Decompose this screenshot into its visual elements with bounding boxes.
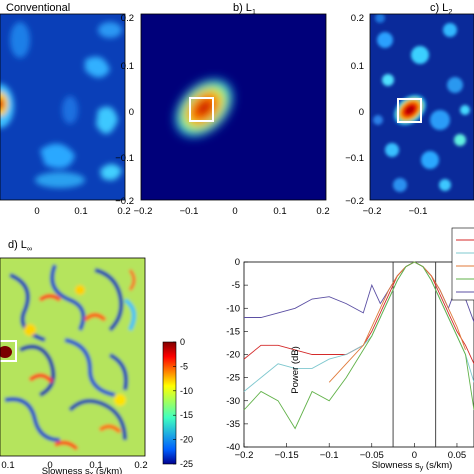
y-axis-label: Power (dB): [290, 346, 301, 394]
legend: [451, 227, 474, 301]
tick-label: 0.1: [273, 206, 286, 217]
panel-c-xticks: −0.2 −0.1: [363, 206, 428, 217]
y-tick-label: -40: [226, 442, 240, 453]
panel-d-xticks: 0.1 0 0.1 0.2: [1, 460, 147, 471]
tick-label: −0.1: [180, 206, 199, 217]
panel-b: b) L1 0.2 0.1 0 −0.1 −0.2 −0.2 −0.1 0 0.1…: [115, 2, 329, 217]
panel-d-xlabel: Slowness sx (s/km): [42, 466, 123, 474]
panel-b-xticks: −0.2 −0.1 0 0.1 0.2: [134, 206, 330, 217]
y-tick-label: -35: [226, 419, 240, 430]
panel-d-title: d) L∞: [8, 239, 32, 253]
colorbar-tick-label: -10: [180, 386, 193, 396]
tick-label: 0: [129, 107, 134, 118]
y-tick-label: 0: [235, 257, 240, 268]
colorbar-tick-label: -5: [180, 361, 188, 371]
tick-label: −0.1: [345, 153, 364, 164]
panel-a-title: Conventional: [6, 2, 70, 14]
panel-b-map: [141, 14, 326, 200]
target-marker: [189, 97, 214, 122]
x-tick-label: −0.05: [360, 450, 384, 461]
x-axis-label: Slowness sy (s/km): [372, 460, 453, 472]
tick-label: 0.2: [117, 206, 130, 217]
panel-a-map: [0, 14, 125, 200]
tick-label: −0.2: [134, 206, 153, 217]
y-tick-label: -5: [232, 280, 240, 291]
colorbar-tick-label: -25: [180, 459, 193, 469]
tick-label: −0.2: [345, 196, 364, 207]
panel-a: Conventional 0 0.1 0.2: [0, 2, 131, 217]
tick-label: −0.2: [115, 196, 134, 207]
tick-label: 0.1: [74, 206, 87, 217]
tick-label: 0.1: [351, 61, 364, 72]
tick-label: −0.1: [115, 153, 134, 164]
tick-label: 0.1: [1, 460, 14, 471]
tick-label: −0.2: [363, 206, 382, 217]
y-tick-label: -15: [226, 326, 240, 337]
y-tick-label: -20: [226, 350, 240, 361]
colorbar-tick-label: 0: [180, 337, 185, 347]
panel-d: d)L∞ 0.1 0 0.1 0.2 Slowness sx (s/km): [0, 239, 148, 474]
tick-label: 0: [34, 206, 39, 217]
tick-label: 0: [232, 206, 237, 217]
panel-d-map: [0, 258, 145, 456]
y-tick-label: -25: [226, 373, 240, 384]
target-marker: [0, 340, 17, 362]
colorbar: 0 -5 -10 -15 -20 -25: [162, 337, 193, 469]
x-tick-label: 0.05: [448, 450, 467, 461]
panel-b-yticks: 0.2 0.1 0 −0.1 −0.2: [115, 13, 134, 207]
colorbar-ticks: 0 -5 -10 -15 -20 -25: [173, 337, 193, 469]
tick-label: 0: [47, 460, 52, 471]
tick-label: 0.2: [121, 13, 134, 24]
panel-c-yticks: 0.2 0.1 0 −0.1 −0.2: [345, 13, 364, 207]
series-line: [243, 261, 474, 364]
x-tick-label: −0.2: [235, 450, 254, 461]
series-line: [243, 261, 474, 430]
y-tick-label: -10: [226, 303, 240, 314]
y-tick-label: -30: [226, 396, 240, 407]
power-chart: 0 -5 -10 -15 -20 -25 -30 -35 -40−0.2 −0.15 −0.1 −0.…: [226, 257, 474, 461]
colorbar-tick-label: -15: [180, 410, 193, 420]
tick-label: −0.1: [409, 206, 428, 217]
x-tick-label: −0.1: [320, 450, 339, 461]
tick-label: 0: [359, 107, 364, 118]
panel-c: c) L2 0.2 0.1 0 −0.1 −0.2 −0.2 −0.1: [345, 2, 474, 217]
tick-label: 0.2: [316, 206, 329, 217]
legend-entries: [456, 239, 474, 293]
tick-label: 0.1: [121, 61, 134, 72]
target-marker: [397, 98, 422, 123]
colorbar-tick-label: -20: [180, 435, 193, 445]
tick-label: 0.1: [89, 460, 102, 471]
panel-b-title: b) L1: [233, 2, 256, 16]
panel-c-title: c) L2: [430, 2, 452, 16]
tick-label: 0.2: [134, 460, 147, 471]
x-tick-label: −0.15: [275, 450, 299, 461]
panel-a-xticks: 0 0.1 0.2: [34, 206, 130, 217]
tick-label: 0.2: [351, 13, 364, 24]
panel-e: e) 0-5-10-15-20-25-30-35-40−0.2−0.15−0.1…: [226, 227, 474, 472]
x-tick-label: 0: [412, 450, 417, 461]
